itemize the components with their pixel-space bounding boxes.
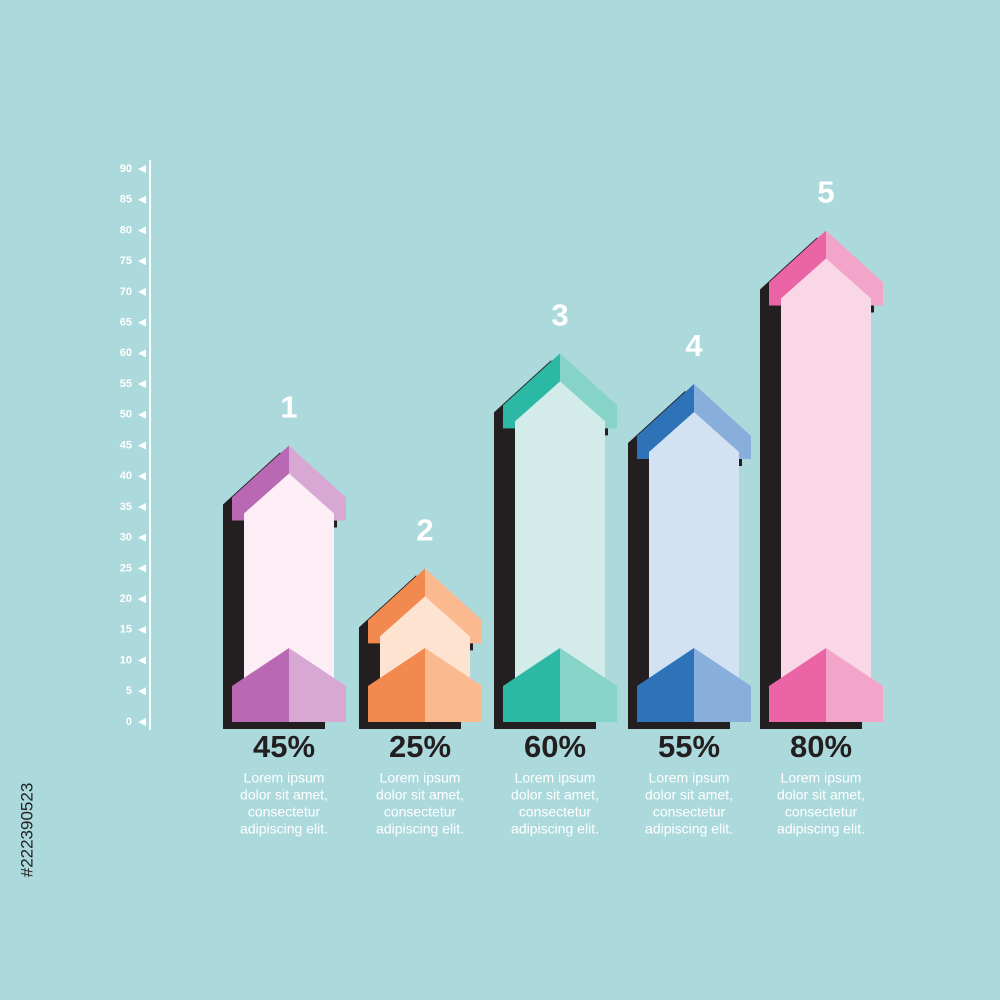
description-line: adipiscing elit. [511, 821, 599, 837]
tick-mark [138, 441, 146, 450]
base-chevron-right [425, 648, 482, 722]
description-line: consectetur [785, 804, 858, 820]
tick-mark [138, 195, 146, 204]
value-label: 80% [790, 729, 852, 764]
description-line: dolor sit amet, [777, 787, 865, 803]
description-line: consectetur [519, 804, 592, 820]
tick-mark [138, 595, 146, 604]
tick-mark [138, 625, 146, 634]
y-tick-label: 35 [120, 501, 132, 513]
y-tick-label: 80 [120, 224, 132, 236]
y-tick-label: 30 [120, 532, 132, 544]
arrow-shaft [515, 381, 605, 722]
bar-number: 2 [416, 513, 433, 548]
y-tick-label: 0 [126, 716, 132, 728]
description-line: Lorem ipsum [515, 770, 596, 786]
value-label: 55% [658, 729, 720, 764]
tick-mark [138, 472, 146, 481]
y-tick-label: 5 [126, 685, 132, 697]
base-chevron-left [368, 648, 425, 722]
tick-mark [138, 502, 146, 511]
y-tick-label: 65 [120, 317, 132, 329]
arrow-shaft [244, 473, 334, 722]
y-tick-label: 90 [120, 163, 132, 175]
description-line: adipiscing elit. [645, 821, 733, 837]
description-line: Lorem ipsum [244, 770, 325, 786]
base-chevron-left [232, 648, 289, 722]
tick-mark [138, 656, 146, 665]
description-line: consectetur [653, 804, 726, 820]
base-chevron-left [637, 648, 694, 722]
bar-number: 1 [280, 390, 297, 425]
tick-mark [138, 287, 146, 296]
description-line: Lorem ipsum [649, 770, 730, 786]
y-tick-label: 20 [120, 593, 132, 605]
y-tick-label: 40 [120, 470, 132, 482]
y-tick-label: 55 [120, 378, 132, 390]
description-line: dolor sit amet, [511, 787, 599, 803]
tick-mark [138, 410, 146, 419]
tick-mark [138, 380, 146, 389]
description-line: dolor sit amet, [240, 787, 328, 803]
y-tick-label: 15 [120, 624, 132, 636]
description-line: consectetur [384, 804, 457, 820]
y-tick-label: 70 [120, 286, 132, 298]
description-line: adipiscing elit. [777, 821, 865, 837]
arrow-shaft [781, 258, 871, 722]
bar-number: 3 [551, 298, 568, 333]
tick-mark [138, 533, 146, 542]
base-chevron-right [694, 648, 751, 722]
y-tick-label: 10 [120, 654, 132, 666]
description-line: Lorem ipsum [781, 770, 862, 786]
bar-number: 4 [685, 328, 703, 363]
tick-mark [138, 718, 146, 726]
tick-mark [138, 687, 146, 696]
tick-mark [138, 349, 146, 358]
description-line: consectetur [248, 804, 321, 820]
value-label: 45% [253, 729, 315, 764]
value-label: 25% [389, 729, 451, 764]
tick-mark [138, 165, 146, 173]
description-line: Lorem ipsum [380, 770, 461, 786]
base-chevron-right [289, 648, 346, 722]
base-chevron-right [826, 648, 883, 722]
y-tick-label: 25 [120, 562, 132, 574]
tick-mark [138, 257, 146, 266]
tick-mark [138, 318, 146, 327]
arrow-shaft [649, 412, 739, 722]
y-tick-label: 45 [120, 439, 132, 451]
y-tick-label: 50 [120, 409, 132, 421]
y-tick-label: 85 [120, 194, 132, 206]
value-label: 60% [524, 729, 586, 764]
base-chevron-left [769, 648, 826, 722]
bar-number: 5 [817, 175, 834, 210]
description-line: dolor sit amet, [645, 787, 733, 803]
description-line: adipiscing elit. [376, 821, 464, 837]
tick-mark [138, 226, 146, 235]
y-tick-label: 75 [120, 255, 132, 267]
description-line: dolor sit amet, [376, 787, 464, 803]
y-tick-label: 60 [120, 347, 132, 359]
base-chevron-right [560, 648, 617, 722]
watermark-id: #222390523 [17, 783, 36, 878]
description-line: adipiscing elit. [240, 821, 328, 837]
tick-mark [138, 564, 146, 573]
base-chevron-left [503, 648, 560, 722]
